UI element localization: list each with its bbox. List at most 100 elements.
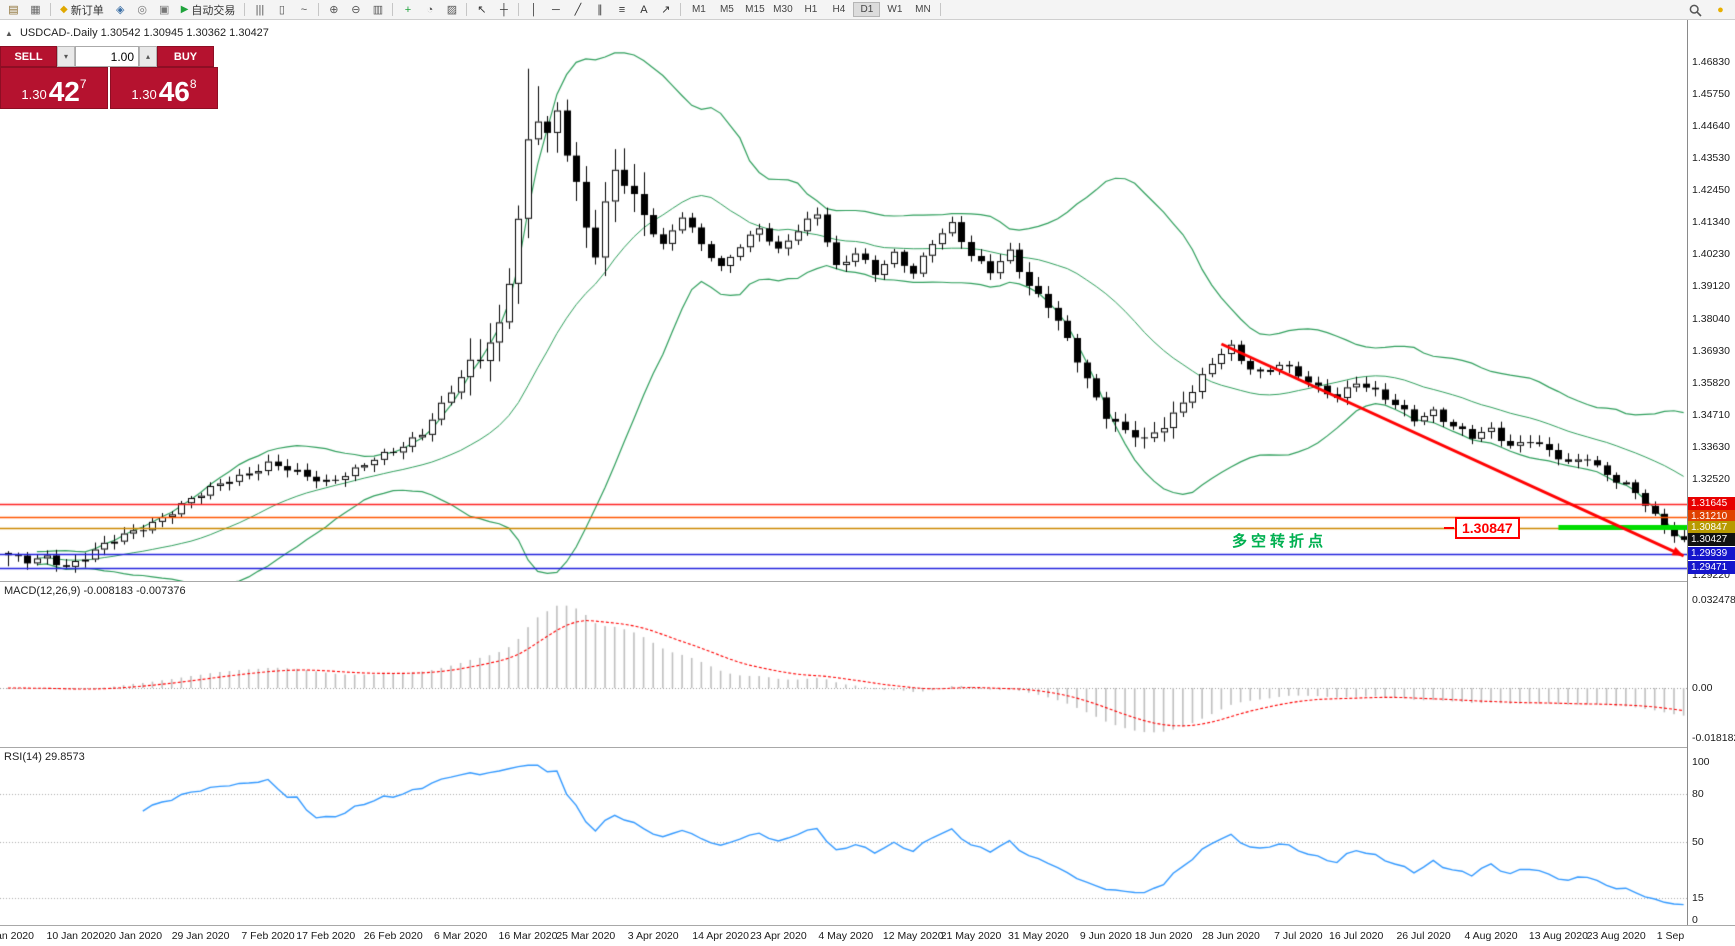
level-price-chip: 1.31210 (1688, 510, 1735, 524)
vertical-line-icon[interactable]: │ (530, 3, 538, 16)
date-axis-label: 1 Jan 2020 (0, 930, 34, 942)
periods-icon[interactable]: ◔ (426, 3, 434, 16)
price-axis-label: 1.34710 (1692, 408, 1730, 421)
trade-panel-controls: SELL ▾ ▴ BUY (0, 46, 218, 67)
macd-panel-canvas[interactable] (0, 582, 1687, 747)
fibonacci-icon[interactable]: ≡ (618, 3, 626, 16)
price-axis-label: 1.44640 (1692, 120, 1730, 133)
timeframe-button-h1[interactable]: H1 (804, 4, 818, 15)
search-icon[interactable] (1685, 2, 1706, 18)
toolbar-separator (318, 3, 320, 16)
text-icon[interactable]: A (640, 3, 648, 16)
buy-price-pips: 46 (158, 76, 190, 108)
price-chart-canvas[interactable] (0, 20, 1687, 581)
toolbar-separator (518, 3, 520, 16)
channel-icon[interactable]: ∥ (597, 4, 603, 16)
price-axis-label: 1.39120 (1692, 280, 1730, 293)
sell-price-button[interactable]: 1.30 42 7 (0, 67, 108, 109)
level-price-chip: 1.30847 (1688, 520, 1735, 534)
date-axis-label: 7 Feb 2020 (241, 930, 295, 942)
templates-icon[interactable]: ▨ (446, 4, 458, 16)
candlestick-chart-icon[interactable]: ▯ (278, 4, 285, 16)
line-chart-icon[interactable]: ~ (300, 3, 308, 16)
auto-trading-button[interactable]: ▶ 自动交易 (176, 2, 241, 18)
macd-axis-label: -0.018182 (1692, 732, 1735, 744)
tile-windows-icon[interactable]: ▥ (372, 4, 384, 16)
sell-price-point: 7 (79, 77, 87, 91)
timeframe-button-m30[interactable]: M30 (773, 4, 793, 15)
sell-button[interactable]: SELL (0, 46, 57, 67)
current-price-chip: 1.30427 (1688, 532, 1735, 546)
level-price-chip: 1.31645 (1688, 497, 1735, 511)
macd-rsi-separator[interactable] (0, 747, 1735, 748)
quote-header: ▲ USDCAD-.Daily 1.30542 1.30945 1.30362 … (5, 27, 269, 39)
profiles-icon[interactable]: ▦ (30, 4, 41, 16)
rsi-axis-label: 80 (1692, 788, 1704, 800)
lot-decrease-button[interactable]: ▾ (57, 46, 75, 67)
market-watch-icon[interactable]: ◈ (115, 4, 125, 16)
macd-axis-label: 0.00 (1692, 682, 1713, 694)
timeframe-button-m15[interactable]: M15 (745, 4, 765, 15)
date-axis-label: 26 Jul 2020 (1396, 930, 1451, 942)
timeframe-button-mn[interactable]: MN (915, 4, 931, 15)
buy-price-button[interactable]: 1.30 46 8 (110, 67, 218, 109)
toolbar-separator (466, 3, 468, 16)
timeframe-button-m5[interactable]: M5 (719, 4, 734, 15)
rsi-axis-label: 100 (1692, 756, 1710, 768)
date-axis-label: 23 Aug 2020 (1586, 930, 1646, 942)
toolbar-separator (392, 3, 394, 16)
quote-close: 1.30427 (229, 27, 269, 39)
auto-trading-icon: ▶ (180, 4, 189, 15)
bar-chart-icon[interactable]: ||| (255, 3, 265, 16)
toolbar-separator (244, 3, 246, 16)
price-axis-label: 1.41340 (1692, 216, 1730, 229)
rsi-axis-label: 15 (1692, 892, 1704, 904)
price-axis-label: 1.33630 (1692, 440, 1730, 453)
rsi-panel-canvas[interactable] (0, 748, 1687, 925)
price-axis-label: 1.35820 (1692, 376, 1730, 389)
timeframe-button-d1[interactable]: D1 (853, 2, 881, 17)
zoom-in-icon[interactable]: ⊕ (329, 4, 339, 16)
community-icon[interactable]: ● (1717, 4, 1724, 16)
timeframe-button-h4[interactable]: H4 (832, 4, 846, 15)
trade-panel-prices: 1.30 42 7 1.30 46 8 (0, 67, 218, 109)
date-axis-label: 10 Jan 2020 (46, 930, 105, 942)
date-axis-label: 25 Mar 2020 (556, 930, 616, 942)
crosshair-icon[interactable]: ┼ (500, 3, 508, 16)
turning-point-annotation: 多空转折点 (1232, 532, 1328, 550)
price-axis[interactable]: 1.46830 1.45750 1.44640 1.43530 1.42450 1.413… (1687, 20, 1735, 926)
trendline-icon[interactable]: ╱ (574, 4, 582, 16)
lot-input[interactable] (75, 46, 139, 67)
collapse-panel-icon[interactable]: ▲ (5, 29, 13, 38)
main-macd-separator[interactable] (0, 581, 1735, 582)
cursor-icon[interactable]: ↖ (477, 4, 487, 16)
price-axis-label: 1.36930 (1692, 344, 1730, 357)
terminal-icon[interactable]: ▣ (159, 4, 170, 16)
date-axis-label: 16 Mar 2020 (498, 930, 558, 942)
date-axis-label: 26 Feb 2020 (363, 930, 423, 942)
date-axis-label: 21 May 2020 (940, 930, 1002, 942)
timeframe-button-w1[interactable]: W1 (887, 4, 903, 15)
macd-indicator-label: MACD(12,26,9) -0.008183 -0.007376 (4, 585, 186, 597)
zoom-out-icon[interactable]: ⊖ (351, 4, 361, 16)
horizontal-line-icon[interactable]: ─ (552, 3, 560, 16)
price-axis-label: 1.45750 (1692, 88, 1730, 101)
buy-button[interactable]: BUY (157, 46, 214, 67)
new-order-icon: ◆ (60, 4, 68, 15)
date-axis-label: 18 Jun 2020 (1134, 930, 1193, 942)
timeframe-button-m1[interactable]: M1 (691, 4, 706, 15)
arrow-icon[interactable]: ↗ (661, 4, 671, 16)
rsi-dates-separator (0, 925, 1735, 926)
date-axis-label: 31 May 2020 (1008, 930, 1069, 942)
date-axis-label: 13 Aug 2020 (1528, 930, 1588, 942)
new-chart-icon[interactable]: ▤ (8, 4, 19, 16)
lot-increase-button[interactable]: ▴ (139, 46, 157, 67)
symbol-period-label: USDCAD-.Daily (19, 27, 98, 39)
navigator-icon[interactable]: ◎ (137, 4, 147, 16)
price-axis-label: 1.42450 (1692, 184, 1730, 197)
toolbar-separator (940, 3, 942, 16)
indicators-icon[interactable]: + (404, 3, 412, 16)
new-order-button[interactable]: ◆ 新订单 (55, 2, 109, 18)
